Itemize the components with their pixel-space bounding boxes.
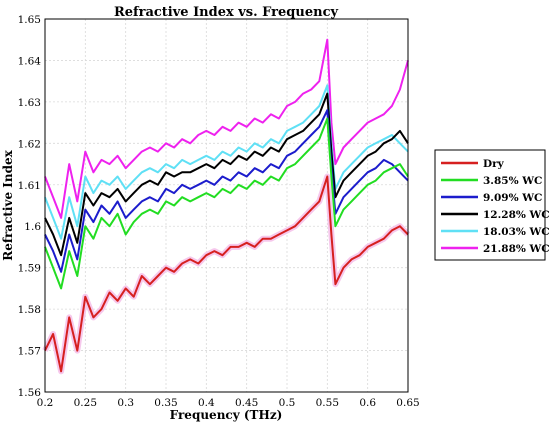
y-tick-label: 1.56: [18, 387, 42, 399]
legend-label: 3.85% WC: [483, 175, 542, 187]
grid-lines: [45, 19, 408, 392]
dry-series-halo: [42, 173, 411, 375]
series-line-3-85-wc: [44, 117, 409, 290]
y-tick-label: 1.65: [18, 14, 41, 26]
x-tick-label: 0.3: [117, 397, 134, 409]
legend-label: Dry: [483, 158, 505, 170]
y-tick-label: 1.6: [24, 221, 41, 233]
series-line-dry: [44, 175, 409, 373]
y-tick-labels: 1.56 1.57 1.58 1.59 1.6 1.61 1.62 1.63 1.64 1.65: [18, 14, 42, 399]
y-tick-label: 1.57: [18, 346, 41, 358]
x-tick-label: 0.25: [74, 397, 97, 409]
y-tick-label: 1.59: [18, 263, 41, 275]
plot-frame: [44, 18, 409, 393]
x-tick-label: 0.2: [37, 397, 54, 409]
plot-series: [42, 38, 411, 375]
legend-label: 12.28% WC: [483, 209, 550, 221]
legend-box: [434, 149, 546, 261]
x-tick-label: 0.65: [396, 397, 419, 409]
legend: Dry 3.85% WC 9.09% WC 12.28% WC 18.03% WC 21.…: [434, 149, 550, 261]
series-line-9-09-wc: [44, 109, 409, 273]
series-line-21-88-wc: [44, 38, 409, 219]
x-tick-label: 0.6: [359, 397, 376, 409]
legend-label: 21.88% WC: [483, 243, 550, 255]
y-tick-label: 1.58: [18, 304, 41, 316]
y-tick-label: 1.61: [18, 180, 41, 192]
series-line-18-03-wc: [44, 84, 409, 240]
x-tick-label: 0.4: [198, 397, 215, 409]
y-tick-label: 1.62: [18, 138, 41, 150]
series-line-12-28-wc: [44, 92, 409, 257]
chart-title: Refractive Index vs. Frequency: [114, 5, 339, 20]
x-axis-label: Frequency (THz): [170, 408, 283, 422]
x-tick-label: 0.5: [279, 397, 296, 409]
legend-label: 18.03% WC: [483, 226, 550, 238]
x-tick-label: 0.35: [154, 397, 177, 409]
x-tick-labels: 0.2 0.25 0.3 0.35 0.4 0.45 0.5 0.55 0.6 0.65: [37, 397, 420, 409]
x-tick-label: 0.45: [235, 397, 258, 409]
y-tick-label: 1.63: [18, 97, 41, 109]
y-tick-label: 1.64: [18, 55, 42, 67]
x-tick-label: 0.55: [316, 397, 339, 409]
y-axis-label: Refractive Index: [1, 149, 15, 260]
legend-label: 9.09% WC: [483, 192, 542, 204]
